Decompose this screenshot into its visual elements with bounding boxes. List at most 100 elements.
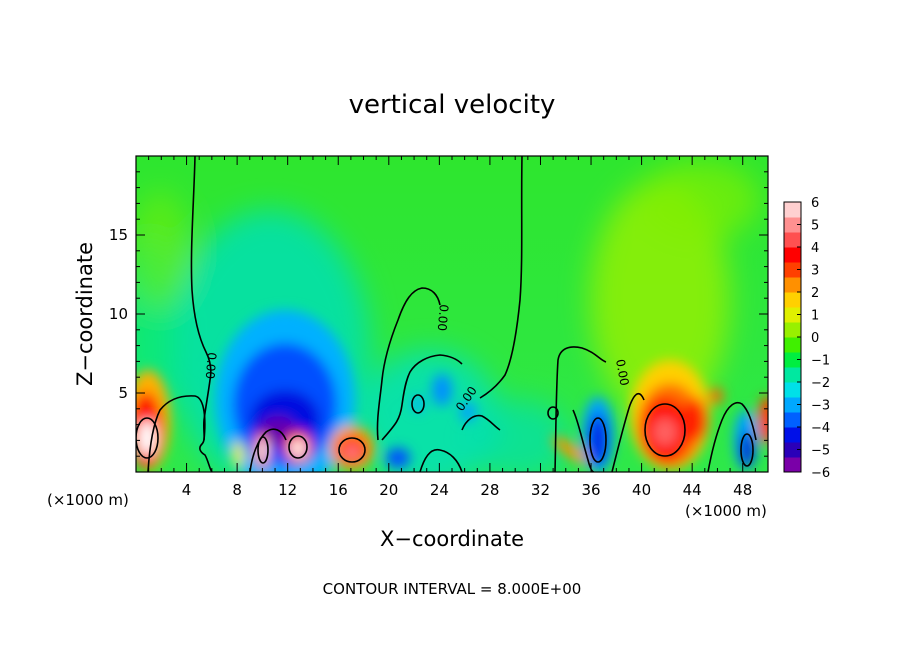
- x-tick-label: 24: [430, 481, 449, 499]
- updraft-right-edge: [758, 396, 768, 444]
- downdraft-48: [740, 432, 754, 468]
- colorbar-segment: [784, 367, 801, 383]
- colorbar-segment: [784, 307, 801, 323]
- x-units-right: (×1000 m): [685, 502, 767, 520]
- updraft-42-core: [653, 418, 677, 446]
- contour-interval-note: CONTOUR INTERVAL = 8.000E+00: [323, 580, 582, 598]
- colorbar-segment: [784, 202, 801, 218]
- x-units-left: (×1000 m): [47, 491, 129, 509]
- plot-area: 0.00 0.00 0.00 0.00: [136, 156, 768, 472]
- colorbar-tick-label: 6: [811, 196, 819, 211]
- colorbar-tick-label: −1: [811, 354, 830, 369]
- contour-line-10: [419, 448, 463, 472]
- x-tick-label: 4: [182, 481, 192, 499]
- contour-line-2: [479, 156, 523, 399]
- y-axis: 5 10 15: [109, 155, 768, 473]
- yellow-green-right: [590, 180, 730, 420]
- colorbar-segment: [784, 337, 801, 353]
- x-tick-label: 28: [480, 481, 499, 499]
- colorbar-segment: [784, 247, 801, 263]
- feature-yellow-8: [232, 441, 244, 469]
- colorbar-segment: [784, 292, 801, 308]
- updraft-10-core: [259, 438, 267, 462]
- zero-contours: [136, 156, 757, 472]
- colorbar-tick-label: 4: [811, 241, 819, 256]
- contour-ring-1: [411, 394, 425, 414]
- colorbar-tick-label: 1: [811, 309, 819, 324]
- colorbar-tick-label: 5: [811, 219, 819, 234]
- colorbar-segment: [784, 442, 801, 458]
- colorbar-tick-label: 2: [811, 286, 819, 301]
- downdraft-20: [386, 448, 410, 468]
- cyan-region-mid: [360, 350, 500, 472]
- contour-ring-7: [589, 417, 607, 463]
- x-tick-label: 8: [232, 481, 242, 499]
- y-tick-label: 15: [109, 226, 128, 244]
- contour-ring-5: [338, 437, 366, 463]
- updraft-44-red: [683, 398, 707, 442]
- x-tick-label: 16: [329, 481, 348, 499]
- colorbar-segment: [784, 322, 801, 338]
- contour-ring-4: [257, 436, 269, 464]
- updraft-17-core: [345, 446, 359, 458]
- cyan-region-center: [470, 400, 570, 472]
- updraft-34-streak: [551, 436, 589, 464]
- contour-ring-3: [288, 435, 308, 459]
- contour-line-4: [147, 395, 206, 472]
- contour-label: 0.00: [203, 352, 219, 380]
- contour-line-8: [611, 392, 645, 472]
- contour-line-11: [461, 414, 501, 431]
- updraft-left-core: [138, 420, 156, 456]
- colorbar-tick-label: −2: [811, 376, 830, 391]
- x-tick-label: 32: [531, 481, 550, 499]
- x-tick-label: 44: [683, 481, 702, 499]
- contour-line-12: [249, 428, 287, 472]
- colorbar-segment: [784, 232, 801, 248]
- contour-line-3: [376, 287, 441, 441]
- contour-line-1: [190, 156, 213, 472]
- colorbar-segment: [784, 412, 801, 428]
- colorbar-segment: [784, 427, 801, 443]
- colorbar: 6 5 4 3 2 1 0 −1 −2 −3 −4 −5 −6: [783, 196, 830, 481]
- yellow-green-left: [136, 190, 190, 310]
- colorbar-segment: [784, 262, 801, 278]
- downdraft-22-small: [412, 396, 424, 412]
- x-tick-label: 36: [581, 481, 600, 499]
- chart-title: vertical velocity: [349, 90, 556, 120]
- contour-line-5: [381, 354, 463, 441]
- contour-line-7: [572, 409, 595, 472]
- x-axis: 4 8 12 16 20 24 28 32 36 40 44 48: [135, 156, 769, 499]
- y-tick-label: 10: [109, 305, 128, 323]
- x-tick-label: 20: [379, 481, 398, 499]
- colorbar-segment: [784, 217, 801, 233]
- contour-ring-8: [740, 433, 754, 467]
- colorbar-tick-label: −6: [811, 466, 830, 481]
- updraft-45-small: [709, 388, 723, 404]
- downdraft-36: [588, 414, 608, 466]
- contour-label: 0.00: [435, 304, 451, 332]
- colorbar-tick-label: −4: [811, 421, 830, 436]
- colorbar-segment: [784, 382, 801, 398]
- contour-line-9: [707, 401, 757, 472]
- x-tick-label: 40: [632, 481, 651, 499]
- colorbar-tick-label: 3: [811, 264, 819, 279]
- contour-line-6: [554, 346, 607, 472]
- contour-ring-6: [136, 417, 159, 459]
- colorbar-segment: [784, 457, 801, 473]
- x-tick-label: 12: [278, 481, 297, 499]
- contour-ring-2: [547, 406, 559, 420]
- colorbar-tick-label: −3: [811, 399, 830, 414]
- x-tick-label: 48: [733, 481, 752, 499]
- contour-ring-9: [644, 403, 686, 457]
- yellow-green-top-right: [640, 160, 760, 240]
- x-axis-label: X−coordinate: [380, 527, 524, 551]
- updraft-12-core: [291, 439, 305, 457]
- y-axis-label: Z−coordinate: [73, 242, 97, 386]
- colorbar-segment: [784, 277, 801, 293]
- colorbar-segment: [784, 397, 801, 413]
- colorbar-tick-label: 0: [811, 331, 819, 346]
- downdraft-24-small: [432, 374, 452, 406]
- colorbar-segment: [784, 352, 801, 368]
- colorbar-tick-label: −5: [811, 444, 830, 459]
